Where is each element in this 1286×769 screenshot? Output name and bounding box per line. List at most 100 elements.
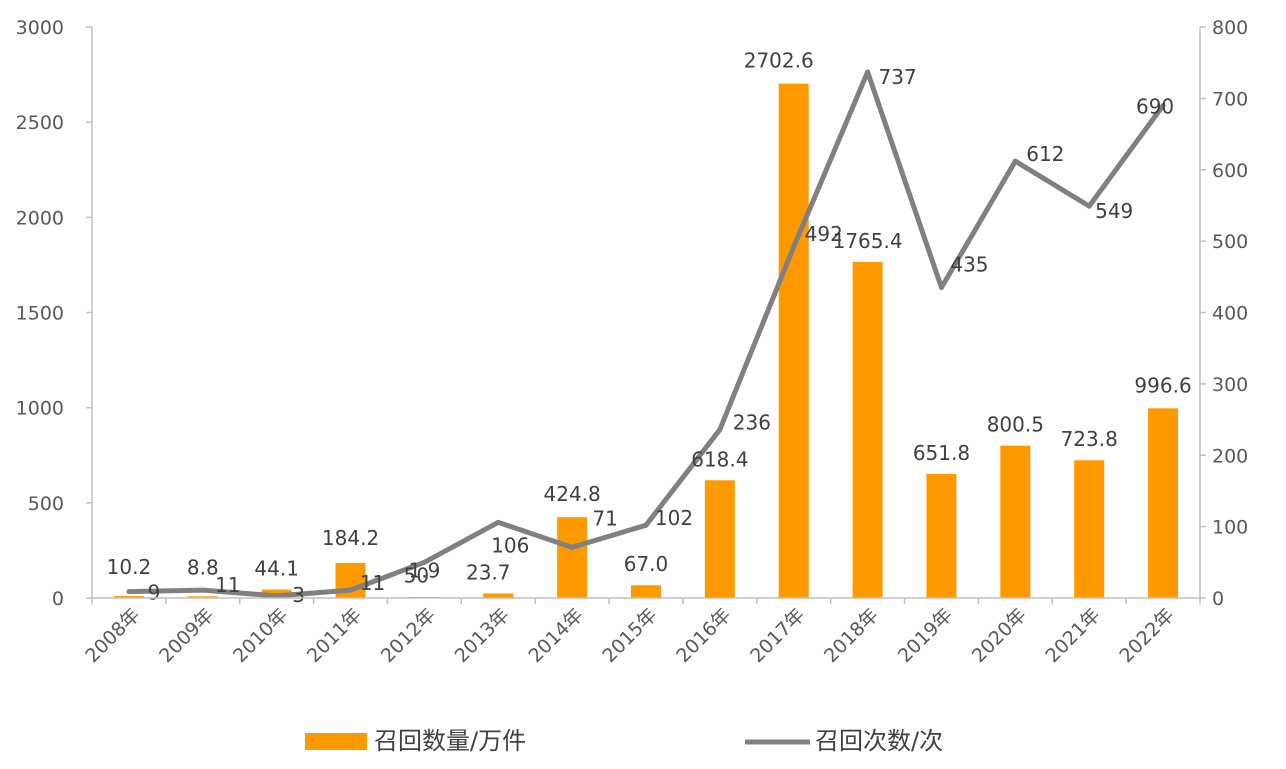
line-data-label: 11 <box>360 571 385 595</box>
x-tick-label: 2017年 <box>746 604 809 667</box>
legend-label-line: 召回次数/次 <box>815 727 943 755</box>
x-tick-label: 2016年 <box>672 604 735 667</box>
line-data-label: 11 <box>215 573 240 597</box>
bar-data-label: 44.1 <box>254 557 299 581</box>
line-point <box>717 427 723 433</box>
bar <box>113 596 144 598</box>
bar-data-label: 651.8 <box>913 441 970 465</box>
x-tick-label: 2015年 <box>598 604 661 667</box>
left-tick-label: 0 <box>52 588 64 610</box>
bar <box>1000 445 1031 598</box>
right-tick-label: 600 <box>1212 160 1248 182</box>
x-tick-label: 2018年 <box>820 604 883 667</box>
left-tick-label: 2500 <box>16 112 64 134</box>
line-data-label: 9 <box>148 581 161 605</box>
line-data-label: 236 <box>733 411 771 435</box>
line-point <box>200 587 206 593</box>
line-point <box>495 519 501 525</box>
right-tick-label: 200 <box>1212 445 1248 467</box>
line-point <box>126 589 132 595</box>
right-tick-label: 0 <box>1212 588 1224 610</box>
bar-data-label: 723.8 <box>1061 427 1118 451</box>
right-tick-label: 300 <box>1212 374 1248 396</box>
bar-data-label: 23.7 <box>466 560 511 584</box>
x-axis: 2008年 2009年 2010年 2011年 2012年 2013年 2014年 2015年… <box>81 597 1201 667</box>
bar-data-label: 1.9 <box>408 559 440 583</box>
line-data-label: 612 <box>1026 142 1064 166</box>
line-data-label: 3 <box>292 583 305 607</box>
line-point <box>643 522 649 528</box>
left-tick-label: 1500 <box>16 303 64 325</box>
right-tick-label: 800 <box>1212 17 1248 39</box>
bar-data-label: 2702.6 <box>744 49 814 73</box>
bar <box>926 473 957 598</box>
line-point <box>421 559 427 565</box>
bar-data-label: 800.5 <box>987 413 1044 437</box>
bar-data-label: 184.2 <box>322 526 379 550</box>
line-series <box>126 69 1166 599</box>
right-tick-label: 100 <box>1212 517 1248 539</box>
bar <box>852 261 883 598</box>
line-data-label: 71 <box>592 506 617 530</box>
line-data-label: 102 <box>655 506 693 530</box>
x-tick-label: 2008年 <box>81 604 144 667</box>
x-tick-label: 2010年 <box>229 604 292 667</box>
line-point <box>1160 103 1166 109</box>
line-data-label: 549 <box>1095 199 1133 223</box>
bar <box>483 593 514 598</box>
line-data-label: 435 <box>950 253 988 277</box>
left-tick-label: 500 <box>28 493 64 515</box>
line-point <box>938 285 944 291</box>
x-tick-label: 2011年 <box>303 604 366 667</box>
line-point <box>348 587 354 593</box>
x-tick-label: 2019年 <box>894 604 957 667</box>
x-tick-label: 2013年 <box>451 604 514 667</box>
line-data-label: 737 <box>879 65 917 89</box>
bar <box>1074 460 1105 598</box>
bar-series <box>113 83 1179 599</box>
x-tick-label: 2022年 <box>1115 604 1178 667</box>
line-point <box>274 593 280 599</box>
line-data-label: 492 <box>805 222 843 246</box>
line-point <box>791 244 797 250</box>
left-tick-label: 2000 <box>16 207 64 229</box>
legend-swatch-bars <box>305 733 367 750</box>
legend: 召回数量/万件 召回次数/次 <box>305 727 943 755</box>
line-point <box>1012 158 1018 164</box>
left-tick-label: 1000 <box>16 398 64 420</box>
x-tick-label: 2014年 <box>524 604 587 667</box>
right-tick-label: 500 <box>1212 231 1248 253</box>
bar <box>557 517 588 598</box>
line-point <box>1086 203 1092 209</box>
left-tick-label: 3000 <box>16 17 64 39</box>
bar <box>187 596 218 598</box>
line-data-label: 106 <box>491 533 529 557</box>
x-tick-label: 2020年 <box>968 604 1031 667</box>
bar-data-label: 1765.4 <box>833 229 903 253</box>
right-tick-label: 700 <box>1212 88 1248 110</box>
line-point <box>569 544 575 550</box>
bar-data-label: 424.8 <box>544 482 601 506</box>
bar <box>704 480 735 598</box>
bar <box>1148 408 1179 598</box>
left-y-axis: 0 500 1000 1500 2000 2500 3000 <box>16 17 93 610</box>
bar-data-label: 618.4 <box>691 447 748 471</box>
line-data-labels: 9 11 3 11 50 106 71 102 236 492 737 435 612 549 690 <box>148 65 1175 607</box>
x-tick-label: 2009年 <box>155 604 218 667</box>
line-data-label: 50 <box>404 563 429 587</box>
legend-label-bars: 召回数量/万件 <box>374 727 526 755</box>
right-y-axis: 0 100 200 300 400 500 600 700 800 <box>1199 17 1248 610</box>
x-tick-label: 2012年 <box>377 604 440 667</box>
line-point <box>865 69 871 75</box>
bar <box>778 83 809 599</box>
bar-data-label: 8.8 <box>187 555 219 579</box>
bar-data-label: 10.2 <box>107 555 152 579</box>
bar-data-label: 996.6 <box>1134 373 1191 397</box>
line-data-label: 690 <box>1136 95 1174 119</box>
right-tick-label: 400 <box>1212 303 1248 325</box>
bar-data-label: 67.0 <box>624 552 669 576</box>
x-tick-label: 2021年 <box>1042 604 1105 667</box>
bar <box>631 585 661 598</box>
bar-data-labels: 10.2 8.8 44.1 184.2 1.9 23.7 424.8 67.0 618.4 270… <box>107 49 1192 585</box>
